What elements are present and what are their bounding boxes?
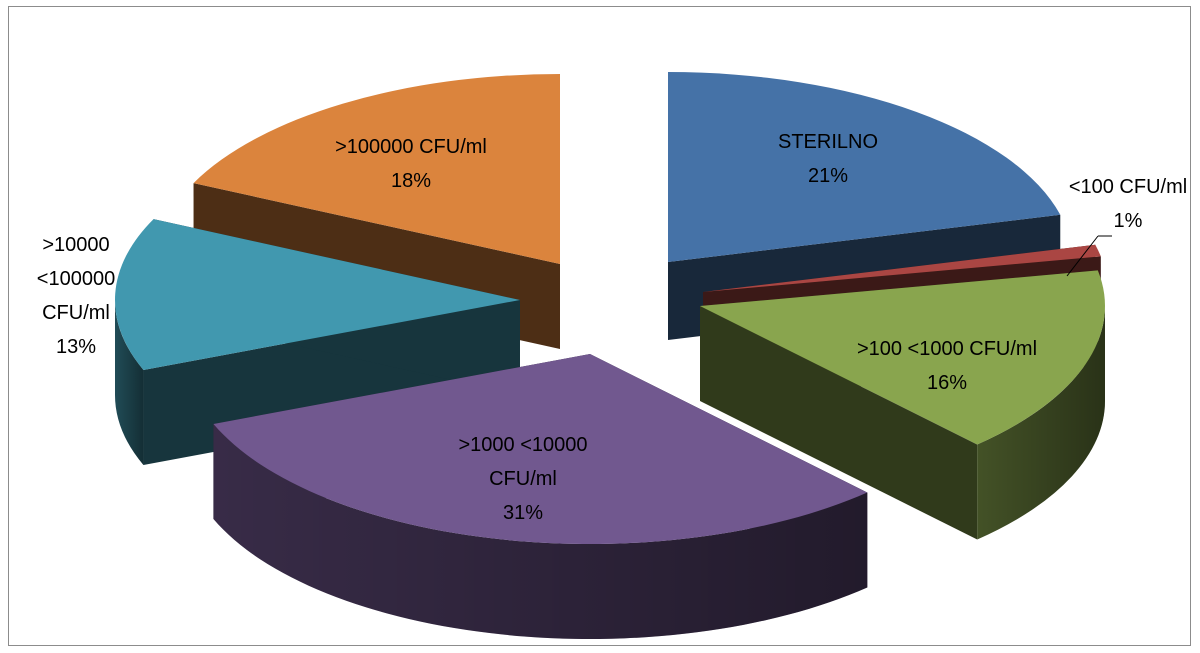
pie-slice-side-shade [213,423,868,639]
slice-label-line: <100 CFU/ml [1069,176,1187,198]
pie-slice-top [114,219,521,370]
slice-label-5: >100000 CFU/ml 18% [335,136,487,192]
slice-label-line: 31% [503,502,543,524]
pie-slice-top [703,244,1101,292]
pie-slice-3 [213,354,868,639]
slice-label-line: >1000 <10000 [458,434,587,456]
slice-label-line: STERILNO [778,131,878,153]
slice-label-3: >1000 <10000 CFU/ml 31% [458,434,587,524]
leader-line [1066,235,1099,277]
slice-label-line: CFU/ml [489,468,557,490]
pie-slice-side-shade [977,306,1105,540]
pie-slice-wall [700,306,978,540]
pie-slice-2 [700,270,1105,540]
slice-label-line: CFU/ml [42,302,110,324]
slice-label-0: STERILNO 21% [778,131,878,187]
pie-slice-top [193,74,560,264]
pie-slice-side-shade [115,300,144,465]
slice-label-line: >10000 [42,234,109,256]
slice-label-line: <100000 [37,268,115,290]
slice-label-4: >10000 <100000 CFU/ml 13% [37,234,115,358]
slice-label-line: 21% [808,165,848,187]
slice-label-line: 16% [927,372,967,394]
slice-label-line: 18% [391,170,431,192]
slice-label-2: >100 <1000 CFU/ml 16% [857,338,1037,394]
pie-slice-top [700,270,1105,445]
slice-label-line: 13% [56,336,96,358]
slice-label-line: >100 <1000 CFU/ml [857,338,1037,360]
slice-label-1: <100 CFU/ml 1% [1069,176,1187,232]
pie-slice-top [668,72,1061,262]
slice-label-line: 1% [1114,210,1143,232]
slice-label-line: >100000 CFU/ml [335,136,487,158]
pie-slice-top [213,354,868,544]
